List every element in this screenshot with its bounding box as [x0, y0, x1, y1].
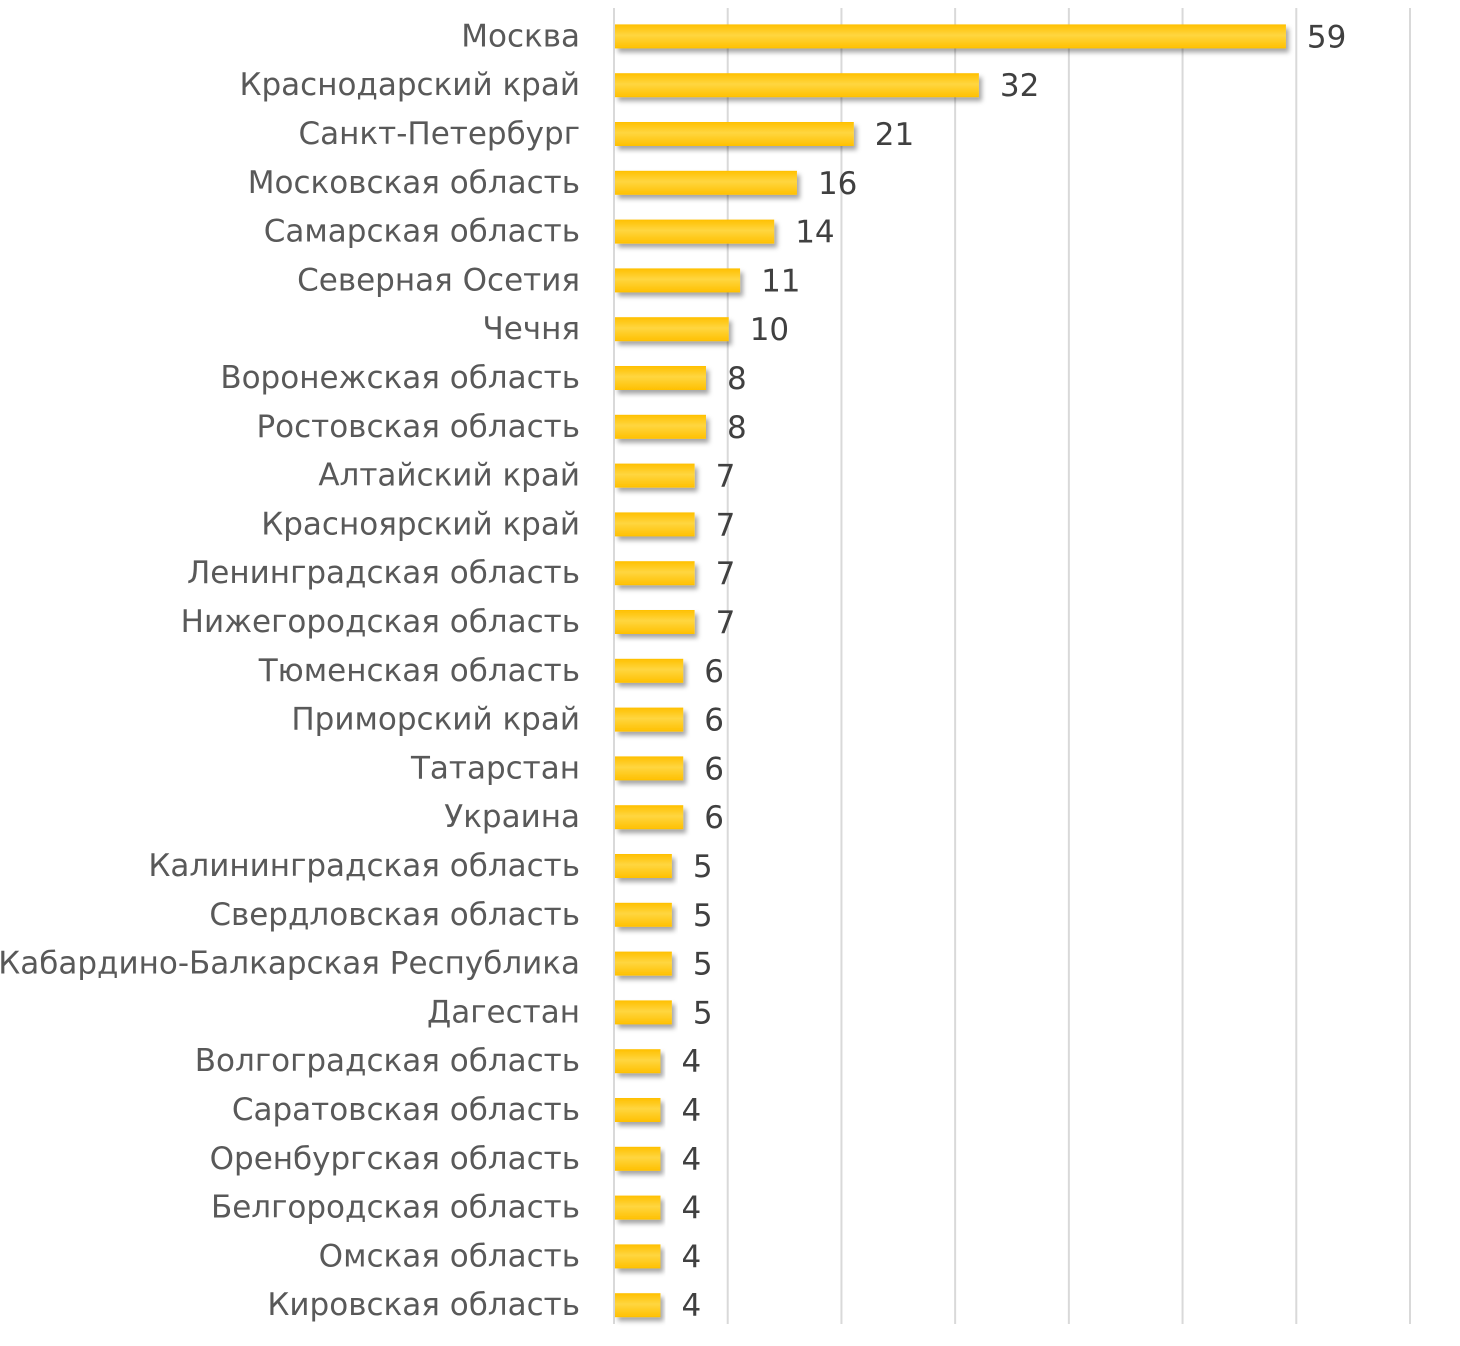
bar — [615, 512, 695, 537]
bar — [615, 658, 684, 683]
bar — [615, 1000, 672, 1025]
category-label: Свердловская область — [209, 897, 580, 933]
category-label: Волгоградская область — [195, 1043, 580, 1079]
value-label: 7 — [716, 459, 736, 495]
bar — [615, 170, 797, 195]
category-label: Украина — [444, 799, 580, 835]
value-label: 10 — [750, 312, 789, 348]
category-label: Белгородская область — [211, 1190, 580, 1226]
value-label: 59 — [1307, 19, 1346, 55]
value-label: 5 — [693, 849, 713, 885]
category-label: Москва — [461, 18, 580, 54]
bar — [615, 1293, 661, 1318]
value-label: 4 — [681, 1044, 701, 1080]
category-label: Омская область — [319, 1238, 580, 1274]
bar — [615, 610, 695, 634]
bar — [615, 24, 1286, 49]
category-label: Санкт-Петербург — [299, 116, 581, 152]
value-label: 8 — [727, 361, 747, 397]
category-label: Воронежская область — [220, 360, 580, 396]
value-label: 6 — [704, 703, 724, 739]
bar — [615, 1146, 661, 1171]
bar — [615, 73, 979, 98]
value-label: 7 — [716, 507, 736, 543]
value-label: 6 — [704, 800, 724, 836]
category-label: Московская область — [248, 165, 580, 201]
category-label: Татарстан — [410, 750, 580, 786]
bar — [615, 1049, 661, 1074]
value-label: 21 — [875, 117, 914, 153]
value-label: 7 — [716, 605, 736, 641]
bar — [615, 219, 775, 244]
value-label: 5 — [693, 898, 713, 934]
category-label: Чечня — [482, 311, 580, 347]
value-label: 16 — [818, 166, 857, 202]
category-label: Северная Осетия — [297, 262, 580, 298]
bar — [615, 707, 684, 732]
value-label: 4 — [681, 1142, 701, 1178]
value-label: 7 — [716, 556, 736, 592]
value-label: 4 — [681, 1288, 701, 1324]
category-label: Краснодарский край — [239, 67, 580, 103]
category-label: Алтайский край — [318, 458, 580, 494]
bar — [615, 122, 854, 146]
category-label: Тюменская область — [258, 653, 580, 689]
bar — [615, 414, 706, 439]
bars — [615, 24, 1286, 1318]
category-label: Дагестан — [427, 994, 580, 1030]
category-labels: Москва Краснодарский край Санкт-Петербург М… — [0, 18, 580, 1323]
value-label: 8 — [727, 410, 747, 446]
category-label: Кировская область — [267, 1287, 580, 1323]
bar — [615, 561, 695, 586]
value-label: 14 — [795, 215, 834, 251]
bar — [615, 268, 741, 293]
category-label: Кабардино-Балкарская Республика — [0, 946, 580, 982]
category-label: Красноярский край — [261, 506, 580, 542]
category-label: Приморский край — [291, 702, 580, 738]
value-label: 32 — [1000, 68, 1039, 104]
category-label: Калининградская область — [148, 848, 580, 884]
bar — [615, 463, 695, 488]
bar — [615, 805, 684, 830]
value-label: 4 — [681, 1093, 701, 1129]
bar — [615, 1195, 661, 1220]
value-label: 5 — [693, 947, 713, 983]
category-label: Оренбургская область — [210, 1141, 580, 1177]
value-label: 5 — [693, 995, 713, 1031]
bar — [615, 951, 672, 976]
bar — [615, 756, 684, 781]
bar — [615, 1244, 661, 1269]
bar — [615, 902, 672, 927]
gridlines — [613, 8, 1411, 1324]
category-label: Самарская область — [264, 214, 580, 250]
value-label: 4 — [681, 1239, 701, 1275]
value-label: 11 — [761, 263, 800, 299]
category-label: Саратовская область — [232, 1092, 580, 1128]
bar — [615, 854, 672, 878]
bar — [615, 1098, 661, 1122]
value-label: 4 — [681, 1191, 701, 1227]
category-label: Ленинградская область — [187, 555, 580, 591]
category-label: Нижегородская область — [181, 604, 580, 640]
value-label: 6 — [704, 654, 724, 690]
bar — [615, 366, 706, 390]
bar — [615, 317, 729, 342]
value-label: 6 — [704, 751, 724, 787]
category-label: Ростовская область — [256, 409, 580, 445]
